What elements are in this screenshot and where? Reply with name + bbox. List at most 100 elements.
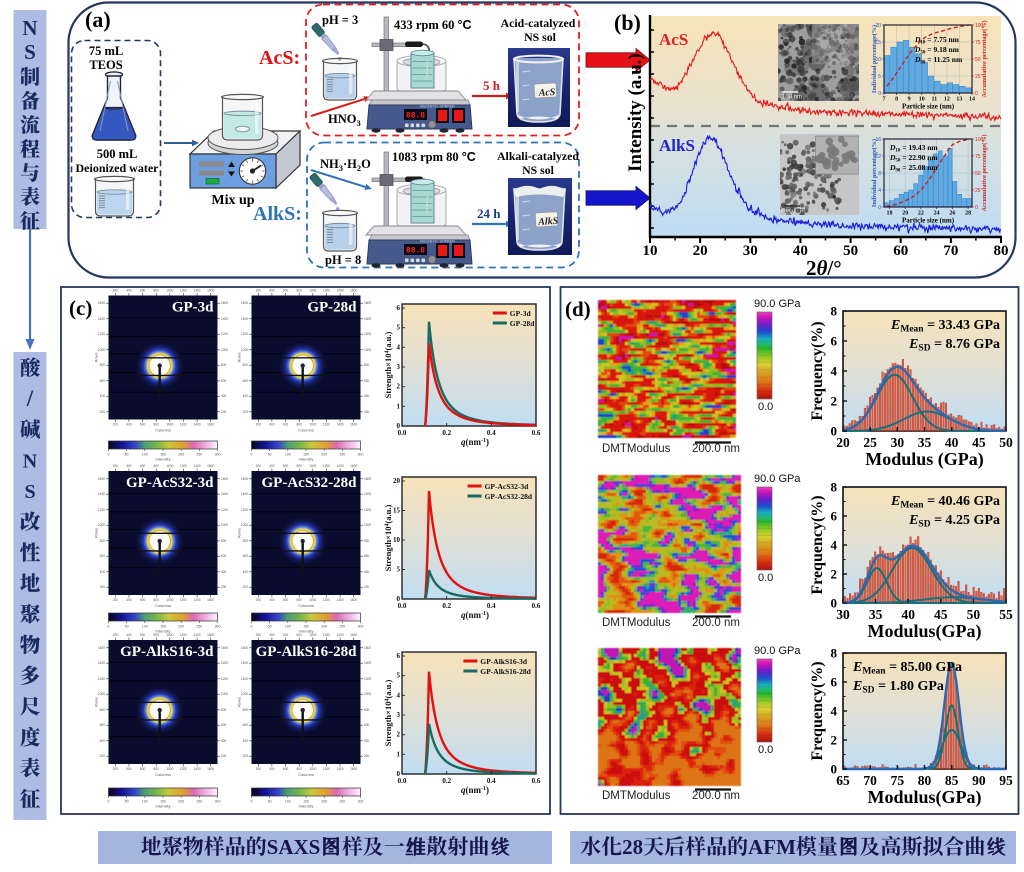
svg-text:70: 70 (943, 243, 958, 259)
svg-text:18: 18 (887, 211, 893, 217)
svg-text:ESD = 1.80 GPa: ESD = 1.80 GPa (852, 679, 944, 696)
svg-text:S: S (24, 481, 35, 503)
svg-text:1400: 1400 (337, 423, 344, 427)
svg-text:150: 150 (303, 625, 309, 629)
svg-text:0.0: 0.0 (398, 602, 407, 610)
svg-text:800: 800 (364, 363, 370, 367)
svg-text:1200: 1200 (98, 332, 105, 336)
svg-text:pH = 8: pH = 8 (325, 253, 361, 267)
svg-text:Particle size (nm): Particle size (nm) (902, 217, 955, 225)
svg-text:Modulus(GPa): Modulus(GPa) (867, 787, 981, 808)
svg-text:EMean = 40.46 GPa: EMean = 40.46 GPa (890, 494, 1000, 511)
svg-text:75: 75 (975, 154, 981, 160)
svg-text:1600: 1600 (207, 767, 214, 771)
svg-text:0: 0 (251, 800, 253, 804)
svg-text:°C: °C (458, 18, 472, 32)
svg-text:GP-28d: GP-28d (307, 300, 357, 316)
svg-text:1: 1 (397, 750, 401, 758)
svg-text:800: 800 (154, 423, 160, 427)
svg-text:Intensity: Intensity (156, 804, 171, 809)
svg-text:Accumulative percentage(%): Accumulative percentage(%) (981, 134, 988, 211)
svg-text:600: 600 (243, 554, 249, 558)
svg-text:1000: 1000 (98, 348, 105, 352)
svg-text:EMean = 85.00 GPa: EMean = 85.00 GPa (852, 660, 962, 677)
svg-text:1600: 1600 (364, 646, 371, 650)
svg-text:0: 0 (831, 424, 838, 439)
svg-text:1000: 1000 (241, 692, 248, 696)
svg-text:6: 6 (831, 509, 838, 524)
svg-text:Individual percentage(%): Individual percentage(%) (871, 139, 878, 207)
svg-text:2: 2 (831, 733, 838, 748)
svg-text:50: 50 (268, 453, 272, 457)
svg-text:200: 200 (113, 423, 119, 427)
svg-text:200: 200 (178, 800, 184, 804)
svg-text:0: 0 (108, 625, 110, 629)
svg-text:1600: 1600 (350, 464, 357, 468)
svg-text:200.0 nm: 200.0 nm (692, 617, 740, 629)
svg-text:1600: 1600 (350, 633, 357, 637)
svg-text:200: 200 (113, 464, 119, 468)
svg-text:1600: 1600 (98, 301, 105, 305)
svg-text:2: 2 (831, 567, 838, 582)
svg-text:600: 600 (283, 633, 289, 637)
svg-text:4: 4 (397, 691, 401, 699)
svg-text:50: 50 (268, 800, 272, 804)
svg-text:2: 2 (831, 394, 838, 409)
svg-text:1400: 1400 (194, 289, 201, 293)
svg-text:0: 0 (878, 205, 881, 211)
svg-text:20: 20 (875, 23, 881, 29)
svg-text:300: 300 (215, 453, 221, 457)
svg-text:1000: 1000 (98, 523, 105, 527)
svg-text:24: 24 (934, 211, 940, 217)
svg-text:1200: 1200 (323, 289, 330, 293)
svg-text:200: 200 (178, 625, 184, 629)
svg-text:AlkS: AlkS (659, 136, 695, 155)
svg-text:600: 600 (364, 723, 370, 727)
svg-text:400: 400 (269, 598, 275, 602)
svg-text:6: 6 (397, 652, 401, 660)
svg-text:88.8: 88.8 (406, 112, 425, 121)
svg-text:90.0 GPa: 90.0 GPa (754, 298, 801, 310)
svg-text:1600: 1600 (221, 301, 228, 305)
svg-text:100: 100 (142, 800, 148, 804)
svg-text:600: 600 (100, 554, 106, 558)
svg-text:1400: 1400 (221, 317, 228, 321)
svg-text:200: 200 (113, 598, 119, 602)
svg-text:800: 800 (297, 633, 303, 637)
svg-text:pH = 3: pH = 3 (322, 13, 358, 27)
svg-text:1000: 1000 (309, 598, 316, 602)
svg-text:200: 200 (100, 410, 106, 414)
svg-text:400: 400 (126, 598, 132, 602)
svg-text:8: 8 (895, 97, 898, 103)
svg-text:0.6: 0.6 (532, 602, 541, 610)
svg-text:800: 800 (100, 539, 106, 543)
svg-text:1200: 1200 (364, 677, 371, 681)
svg-text:1600: 1600 (241, 301, 248, 305)
svg-text:150: 150 (303, 453, 309, 457)
svg-text:0.2: 0.2 (442, 777, 451, 785)
svg-text:1400: 1400 (194, 423, 201, 427)
svg-text:50: 50 (125, 625, 129, 629)
svg-text:200: 200 (256, 289, 262, 293)
svg-text:1200: 1200 (364, 332, 371, 336)
svg-text:800: 800 (221, 363, 227, 367)
svg-text:8: 8 (831, 646, 838, 661)
svg-text:50: 50 (843, 243, 858, 259)
svg-text:40: 40 (793, 243, 808, 259)
svg-text:Frequency(%): Frequency(%) (809, 321, 826, 420)
svg-text:1600: 1600 (241, 477, 248, 481)
svg-text:250: 250 (196, 453, 202, 457)
svg-text:5: 5 (397, 566, 401, 574)
svg-text:12: 12 (875, 154, 881, 160)
svg-text:1000: 1000 (309, 633, 316, 637)
svg-text:1400: 1400 (337, 767, 344, 771)
svg-text:600: 600 (100, 379, 106, 383)
svg-text:1000: 1000 (309, 289, 316, 293)
svg-text:DMTModulus: DMTModulus (602, 443, 671, 455)
svg-text:1600: 1600 (350, 767, 357, 771)
svg-text:AlkS: AlkS (537, 216, 559, 228)
svg-text:400: 400 (269, 633, 275, 637)
svg-text:400: 400 (126, 633, 132, 637)
svg-text:88.8: 88.8 (406, 247, 425, 256)
svg-text:800: 800 (154, 598, 160, 602)
